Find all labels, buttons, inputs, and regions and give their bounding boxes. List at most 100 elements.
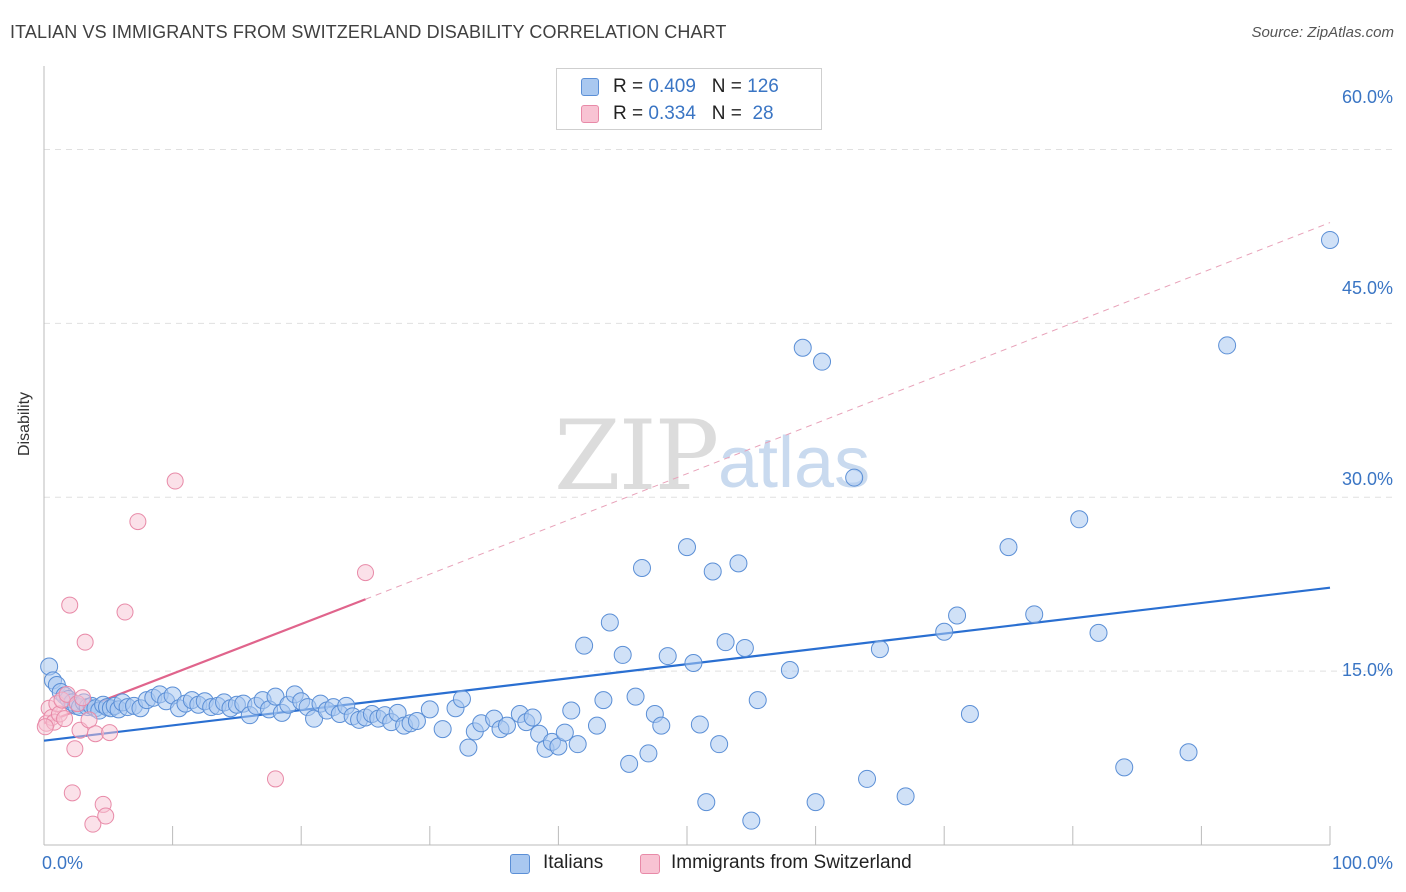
- italians-point: [690, 715, 709, 734]
- swiss-point: [129, 513, 147, 531]
- swiss-point: [97, 807, 115, 825]
- italians-point: [530, 724, 549, 743]
- italians-point: [806, 793, 825, 812]
- grid-layer: [44, 149, 1395, 672]
- r-label: R =: [613, 76, 644, 97]
- italians-swatch-icon: [581, 78, 599, 96]
- italians-point: [452, 689, 471, 708]
- italians-point: [703, 562, 722, 581]
- italians-point: [748, 691, 767, 710]
- axis-layer: [43, 66, 1331, 846]
- swiss-point: [63, 784, 81, 802]
- italians-point: [999, 538, 1018, 557]
- italians-point: [587, 716, 606, 735]
- swiss-point: [84, 815, 102, 833]
- italians-point: [948, 606, 967, 625]
- italians-point: [407, 711, 426, 730]
- italians-point: [1321, 230, 1339, 249]
- n-label: N =: [711, 76, 742, 97]
- italians-point: [716, 633, 735, 652]
- italians-point: [684, 654, 703, 673]
- italians-point: [600, 613, 619, 632]
- italians-point: [620, 754, 639, 773]
- swiss-point: [66, 740, 84, 758]
- italians-point: [266, 687, 285, 706]
- italians-point: [497, 716, 516, 735]
- italians-point: [658, 647, 677, 666]
- italians-point: [568, 735, 587, 754]
- italians-point: [735, 638, 754, 657]
- italians-point: [729, 554, 748, 573]
- italians-point: [1089, 623, 1108, 642]
- source-credit: Source: ZipAtlas.com: [1251, 24, 1394, 41]
- swiss-legend-swatch-icon: [640, 854, 660, 874]
- italians-point: [793, 338, 812, 357]
- n-value: 28: [752, 103, 774, 124]
- italians-point: [742, 811, 761, 830]
- swiss-point: [101, 724, 119, 742]
- swiss-point: [266, 770, 284, 788]
- italians-point: [896, 787, 915, 806]
- points-layer: [36, 230, 1339, 833]
- italians-point: [459, 738, 478, 757]
- italians-point: [1025, 605, 1044, 624]
- n-label: N =: [711, 103, 742, 124]
- italians-point: [305, 709, 324, 728]
- r-value: 0.409: [648, 76, 696, 97]
- italians-point: [1115, 758, 1134, 777]
- swiss-point: [166, 472, 184, 490]
- y-tick-label-45: 45.0%: [1341, 278, 1393, 298]
- italians-point: [523, 708, 542, 727]
- italians-point: [1070, 510, 1089, 529]
- chart-title: ITALIAN VS IMMIGRANTS FROM SWITZERLAND D…: [10, 22, 727, 42]
- italians-point: [870, 640, 889, 659]
- y-tick-label-30: 30.0%: [1341, 469, 1393, 489]
- italians-point: [845, 468, 864, 487]
- legend-text-swiss: R = 0.334 N = 28: [613, 100, 774, 128]
- swiss-point: [74, 689, 92, 707]
- italians-point: [626, 687, 645, 706]
- italians-point: [858, 769, 877, 788]
- italians-point: [433, 720, 452, 739]
- italians-point: [780, 660, 799, 679]
- italians-point: [639, 744, 658, 763]
- italians-point: [575, 636, 594, 655]
- italians-point: [678, 538, 696, 557]
- italians-legend-swatch-icon: [510, 854, 530, 874]
- n-value: 126: [747, 76, 779, 97]
- swiss-point: [357, 564, 374, 582]
- r-label: R =: [613, 103, 644, 124]
- x-tick-label-100: 100.0%: [1331, 853, 1393, 873]
- italians-point: [813, 352, 832, 371]
- italians-point: [1218, 336, 1237, 355]
- italians-point: [960, 705, 979, 724]
- x-tick-label-0: 0.0%: [42, 853, 84, 873]
- italians-point: [697, 793, 716, 812]
- swiss-point: [86, 725, 104, 743]
- italians-point: [613, 645, 632, 664]
- swiss-trend-extension: [365, 222, 1331, 600]
- swiss-point: [116, 603, 134, 621]
- italians-point: [710, 735, 729, 754]
- italians-legend-label: Italians: [543, 852, 604, 873]
- italians-point: [632, 558, 651, 577]
- swiss-point: [36, 718, 54, 736]
- watermark-atlas: atlas: [718, 423, 871, 503]
- italians-point: [562, 701, 581, 720]
- italians-point: [935, 622, 954, 641]
- italians-point: [555, 723, 574, 742]
- y-tick-label-60: 60.0%: [1341, 87, 1393, 107]
- correlation-legend: R = 0.409 N = 126 R = 0.334 N = 28: [556, 68, 822, 130]
- y-axis-label: Disability: [16, 391, 33, 456]
- italians-point: [1179, 743, 1198, 762]
- italians-point: [652, 716, 671, 735]
- r-value: 0.334: [648, 103, 696, 124]
- italians-point: [594, 691, 613, 710]
- italians-point: [420, 700, 439, 719]
- swiss-legend-label: Immigrants from Switzerland: [671, 852, 912, 873]
- swiss-swatch-icon: [581, 105, 599, 123]
- swiss-point: [61, 596, 79, 614]
- legend-text-italians: R = 0.409 N = 126: [613, 73, 779, 101]
- swiss-point: [76, 633, 94, 651]
